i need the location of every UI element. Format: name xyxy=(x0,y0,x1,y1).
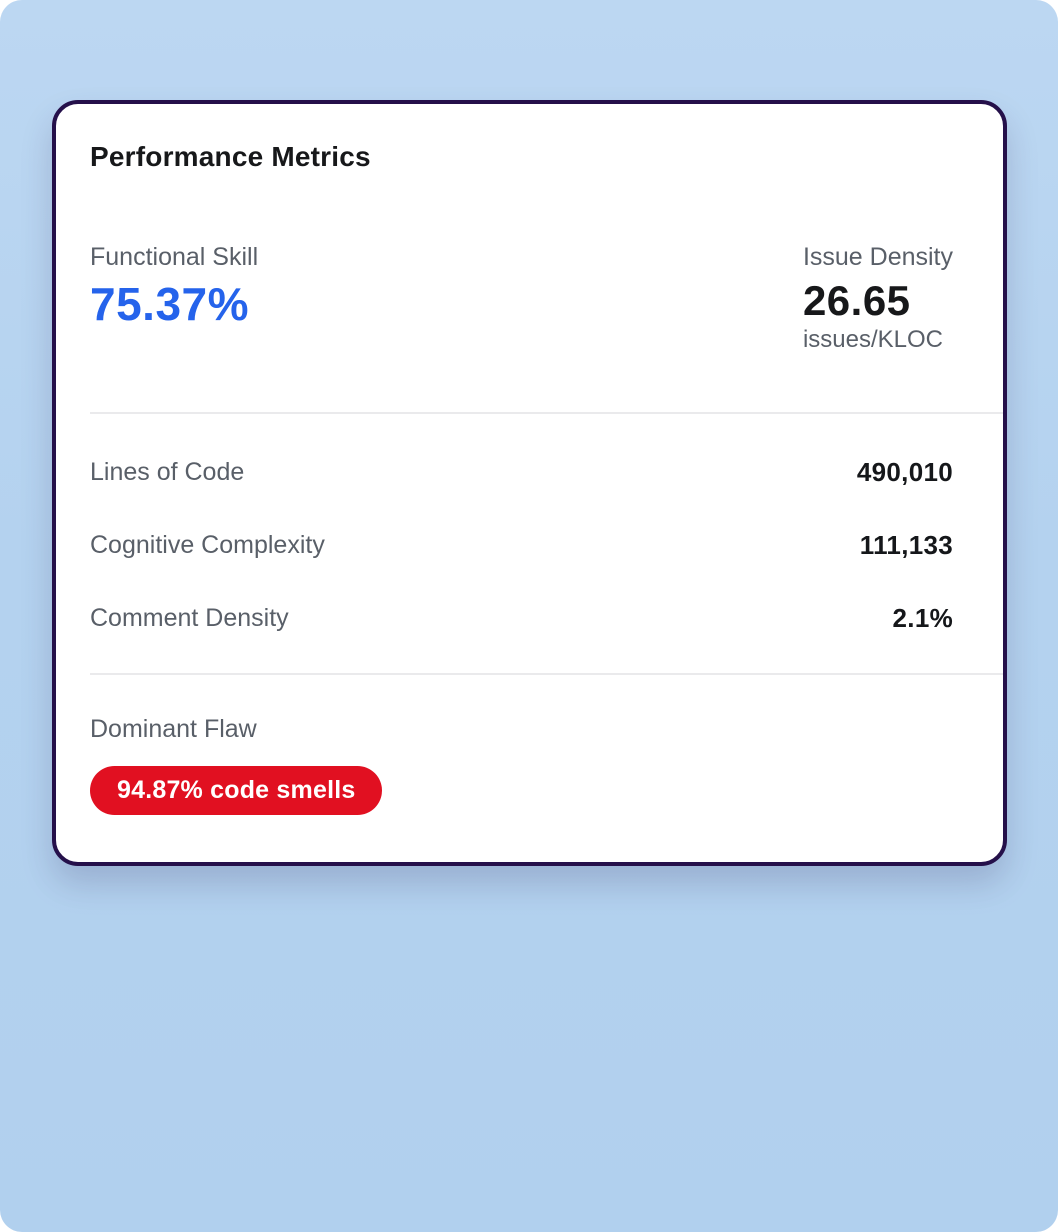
functional-skill-value: 75.37% xyxy=(90,277,250,330)
metric-row: Cognitive Complexity 111,133 xyxy=(90,509,1003,582)
metric-value: 111,133 xyxy=(859,529,953,560)
divider-top xyxy=(90,411,1003,414)
card-title: Performance Metrics xyxy=(90,141,371,172)
divider-bottom xyxy=(90,672,1003,675)
metric-row: Lines of Code 490,010 xyxy=(90,436,1003,509)
functional-skill-label: Functional Skill xyxy=(90,242,259,271)
headline-stats-row: Functional Skill 75.37% Issue Density 26… xyxy=(90,243,1003,354)
metric-row: Comment Density 2.1% xyxy=(90,582,1003,655)
metric-label: Lines of Code xyxy=(90,457,245,486)
metric-value: 2.1% xyxy=(892,602,953,633)
issue-density-stat: Issue Density 26.65 issues/KLOC xyxy=(803,243,953,354)
issue-density-unit: issues/KLOC xyxy=(802,325,943,353)
issue-density-value: 26.65 xyxy=(802,276,911,324)
performance-metrics-card: Performance Metrics Functional Skill 75.… xyxy=(52,100,1007,866)
metric-label: Comment Density xyxy=(90,603,289,632)
issue-density-label: Issue Density xyxy=(802,242,953,271)
metric-value: 490,010 xyxy=(856,456,953,487)
metrics-list: Lines of Code 490,010 Cognitive Complexi… xyxy=(90,436,1003,655)
metric-label: Cognitive Complexity xyxy=(90,530,325,559)
dominant-flaw-label: Dominant Flaw xyxy=(90,714,257,743)
functional-skill-stat: Functional Skill 75.37% xyxy=(90,243,258,328)
dominant-flaw-badge: 94.87% code smells xyxy=(90,765,383,815)
